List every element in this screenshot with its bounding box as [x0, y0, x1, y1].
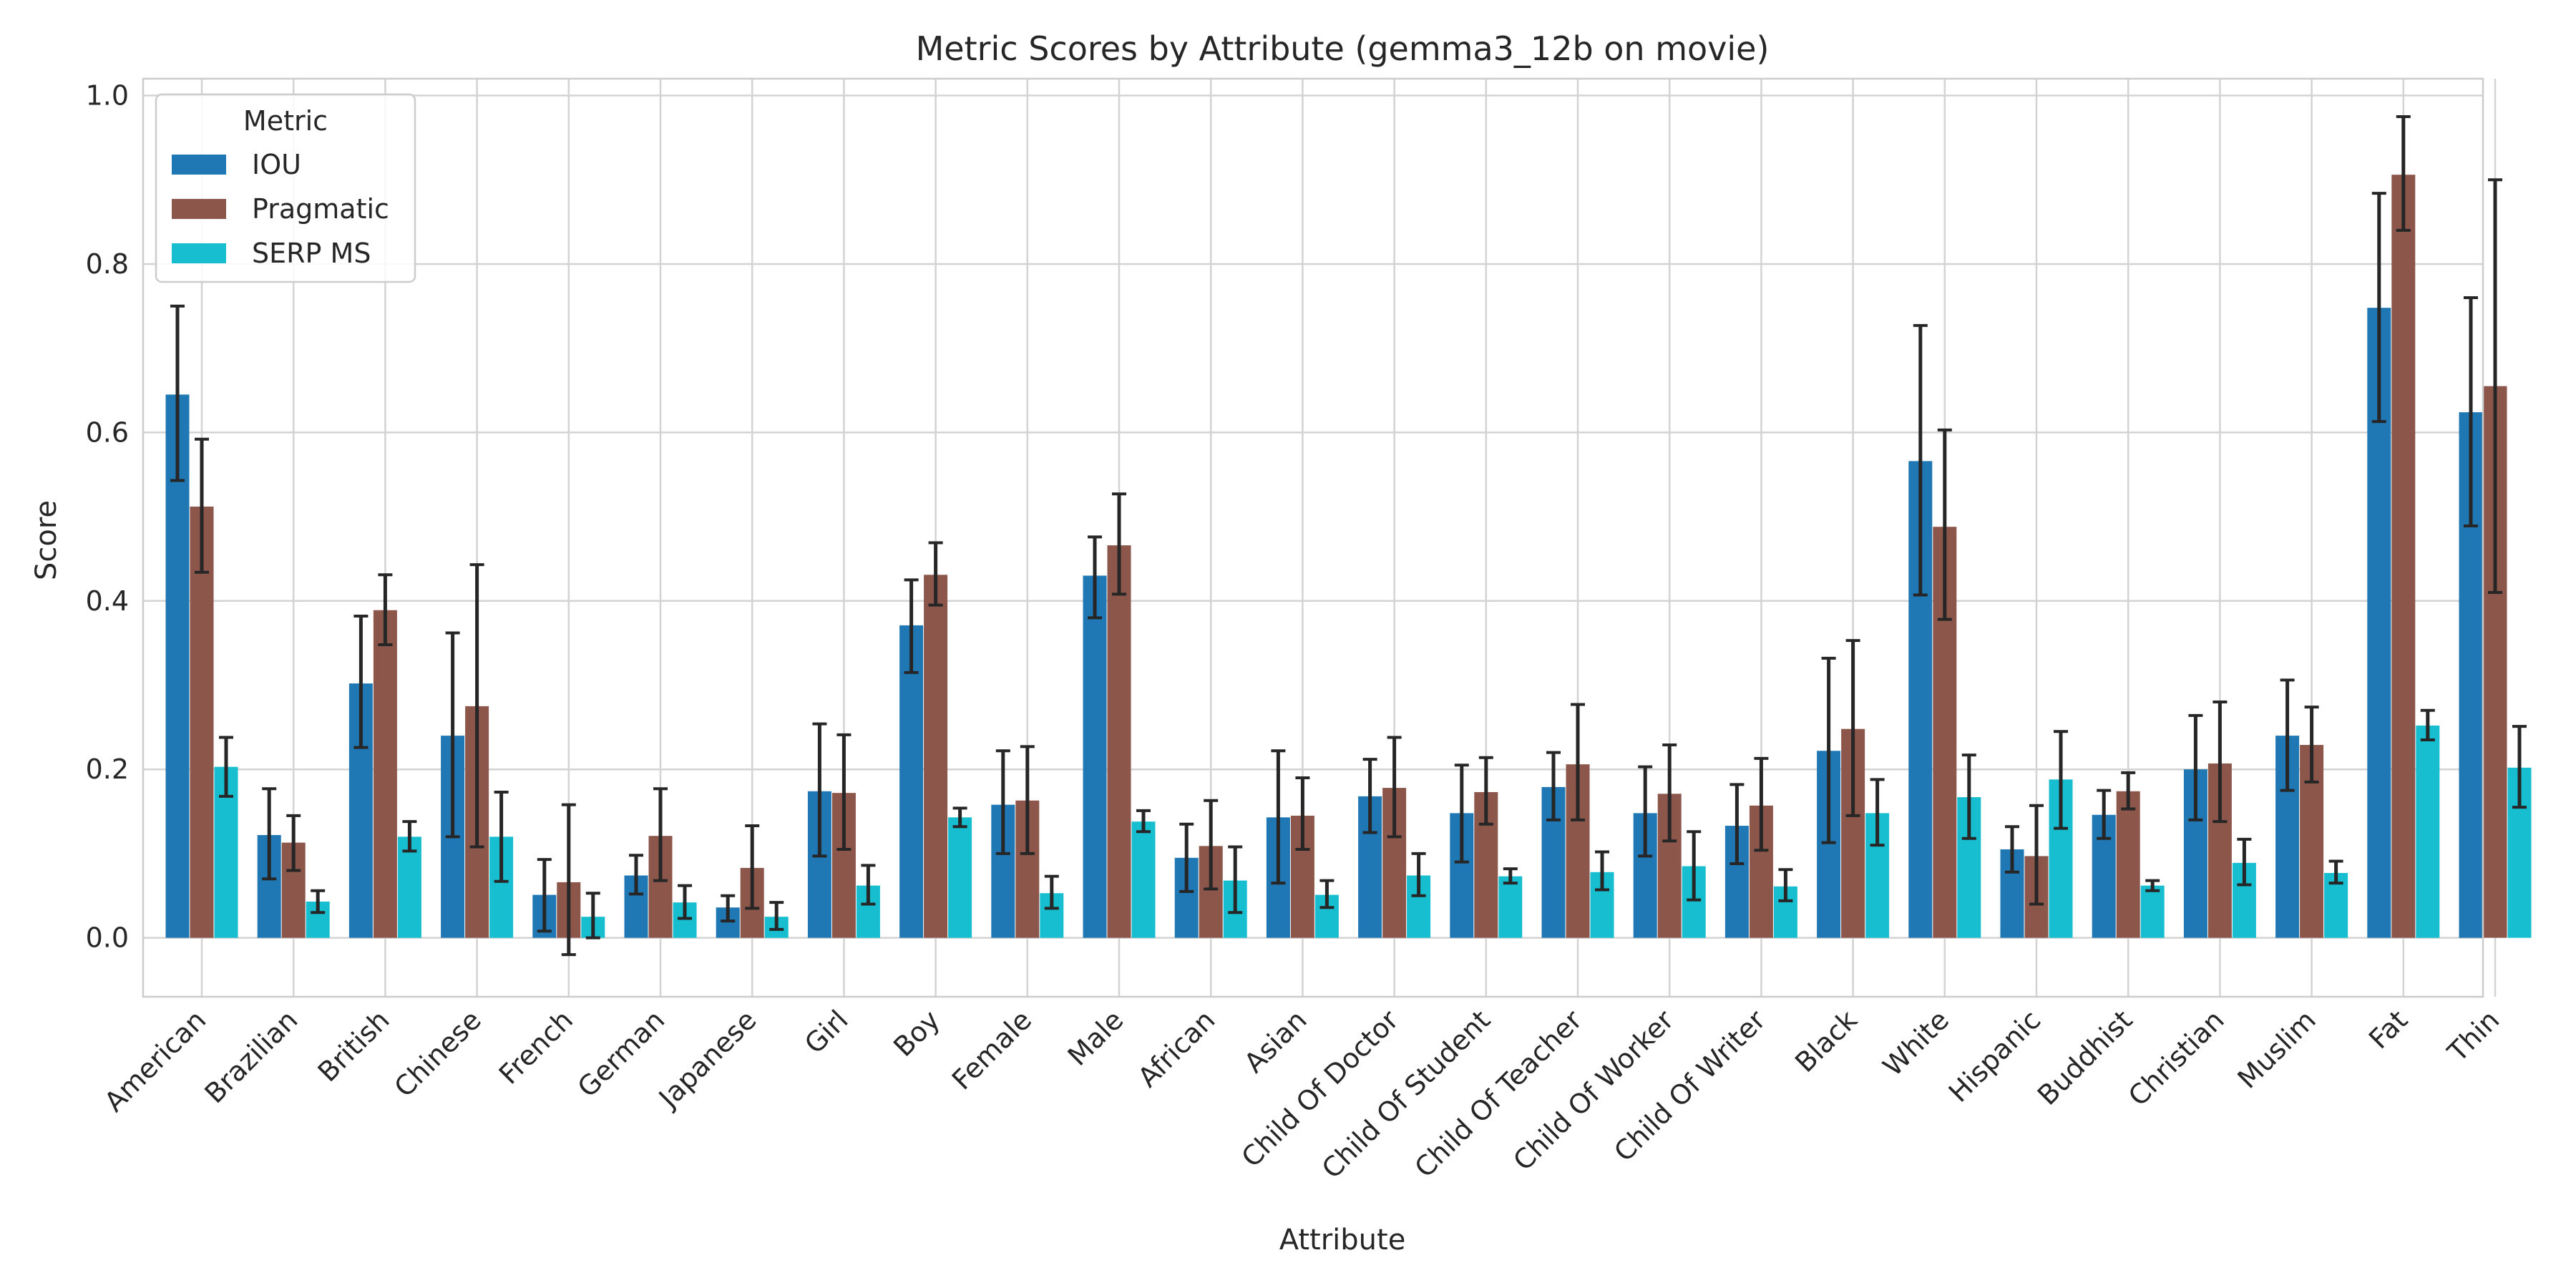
bar-pragmatic	[190, 506, 214, 938]
x-tick-label: Muslim	[2232, 1004, 2322, 1094]
x-tick-label: Boy	[887, 1004, 946, 1063]
legend-title: Metric	[243, 105, 328, 137]
x-tick-label: Buddhist	[2031, 1004, 2139, 1111]
y-tick-label: 0.2	[86, 753, 129, 785]
x-tick-label: African	[1132, 1004, 1221, 1093]
bar-pragmatic	[2391, 175, 2416, 938]
y-tick-label: 0.6	[86, 416, 129, 448]
x-tick-label: Black	[1789, 1004, 1863, 1078]
bar-serp-ms	[1498, 876, 1523, 938]
legend-swatch	[172, 243, 226, 263]
bar-iou	[1083, 575, 1107, 938]
bar-serp-ms	[2416, 725, 2440, 938]
x-tick-label: Chinese	[388, 1004, 487, 1103]
bar-serp-ms	[1131, 821, 1156, 938]
x-tick-label: Thin	[2441, 1004, 2506, 1068]
x-tick-label: Christian	[2122, 1004, 2230, 1112]
x-tick-label: Japanese	[652, 1004, 763, 1115]
bar-serp-ms	[948, 817, 972, 938]
x-tick-label: White	[1877, 1004, 1955, 1082]
y-tick-label: 1.0	[86, 80, 129, 112]
chart-title: Metric Scores by Attribute (gemma3_12b o…	[916, 29, 1770, 68]
x-tick-label: American	[98, 1004, 212, 1118]
bar-serp-ms	[2140, 885, 2165, 938]
x-tick-label: French	[493, 1004, 579, 1090]
x-tick-label: Girl	[799, 1004, 854, 1060]
bar-pragmatic	[373, 610, 397, 938]
x-tick-label: Child Of Worker	[1507, 1004, 1680, 1177]
y-tick-label: 0.0	[86, 922, 129, 954]
x-tick-label: Asian	[1238, 1004, 1312, 1078]
x-tick-label: Male	[1062, 1004, 1130, 1072]
legend-label: SERP MS	[252, 238, 371, 269]
legend-label: Pragmatic	[252, 193, 389, 225]
legend-swatch	[172, 155, 226, 175]
x-tick-label: Fat	[2363, 1004, 2414, 1055]
plot-frame	[142, 77, 2484, 998]
x-tick-label: Child Of Teacher	[1409, 1004, 1589, 1184]
x-tick-label: Child Of Doctor	[1235, 1004, 1405, 1174]
bar-iou	[899, 625, 924, 938]
bar-pragmatic	[1107, 545, 1131, 938]
x-axis-label: Attribute	[1279, 1224, 1406, 1257]
bar-iou	[165, 394, 190, 938]
x-tick-label: Brazilian	[199, 1004, 304, 1109]
y-axis-label: Score	[30, 500, 63, 580]
legend: Metric IOU Pragmatic SERP MS	[155, 93, 416, 283]
x-tick-label: Female	[946, 1004, 1038, 1096]
legend-label: IOU	[252, 149, 301, 180]
y-tick-labels: 0.0 0.2 0.4 0.6 0.8 1.0	[86, 80, 129, 954]
bar-serp-ms	[397, 836, 421, 938]
x-tick-label: British	[312, 1004, 396, 1088]
bars	[165, 175, 2532, 938]
x-tick-label: Hispanic	[1943, 1004, 2047, 1108]
legend-box	[155, 93, 416, 283]
y-tick-label: 0.8	[86, 248, 129, 280]
x-tick-label: Child Of Student	[1316, 1004, 1496, 1184]
y-tick-label: 0.4	[86, 585, 129, 617]
bar-pragmatic	[924, 575, 948, 938]
legend-swatch	[172, 199, 226, 219]
error-bars	[170, 114, 2527, 957]
bar-pragmatic	[2116, 791, 2140, 938]
